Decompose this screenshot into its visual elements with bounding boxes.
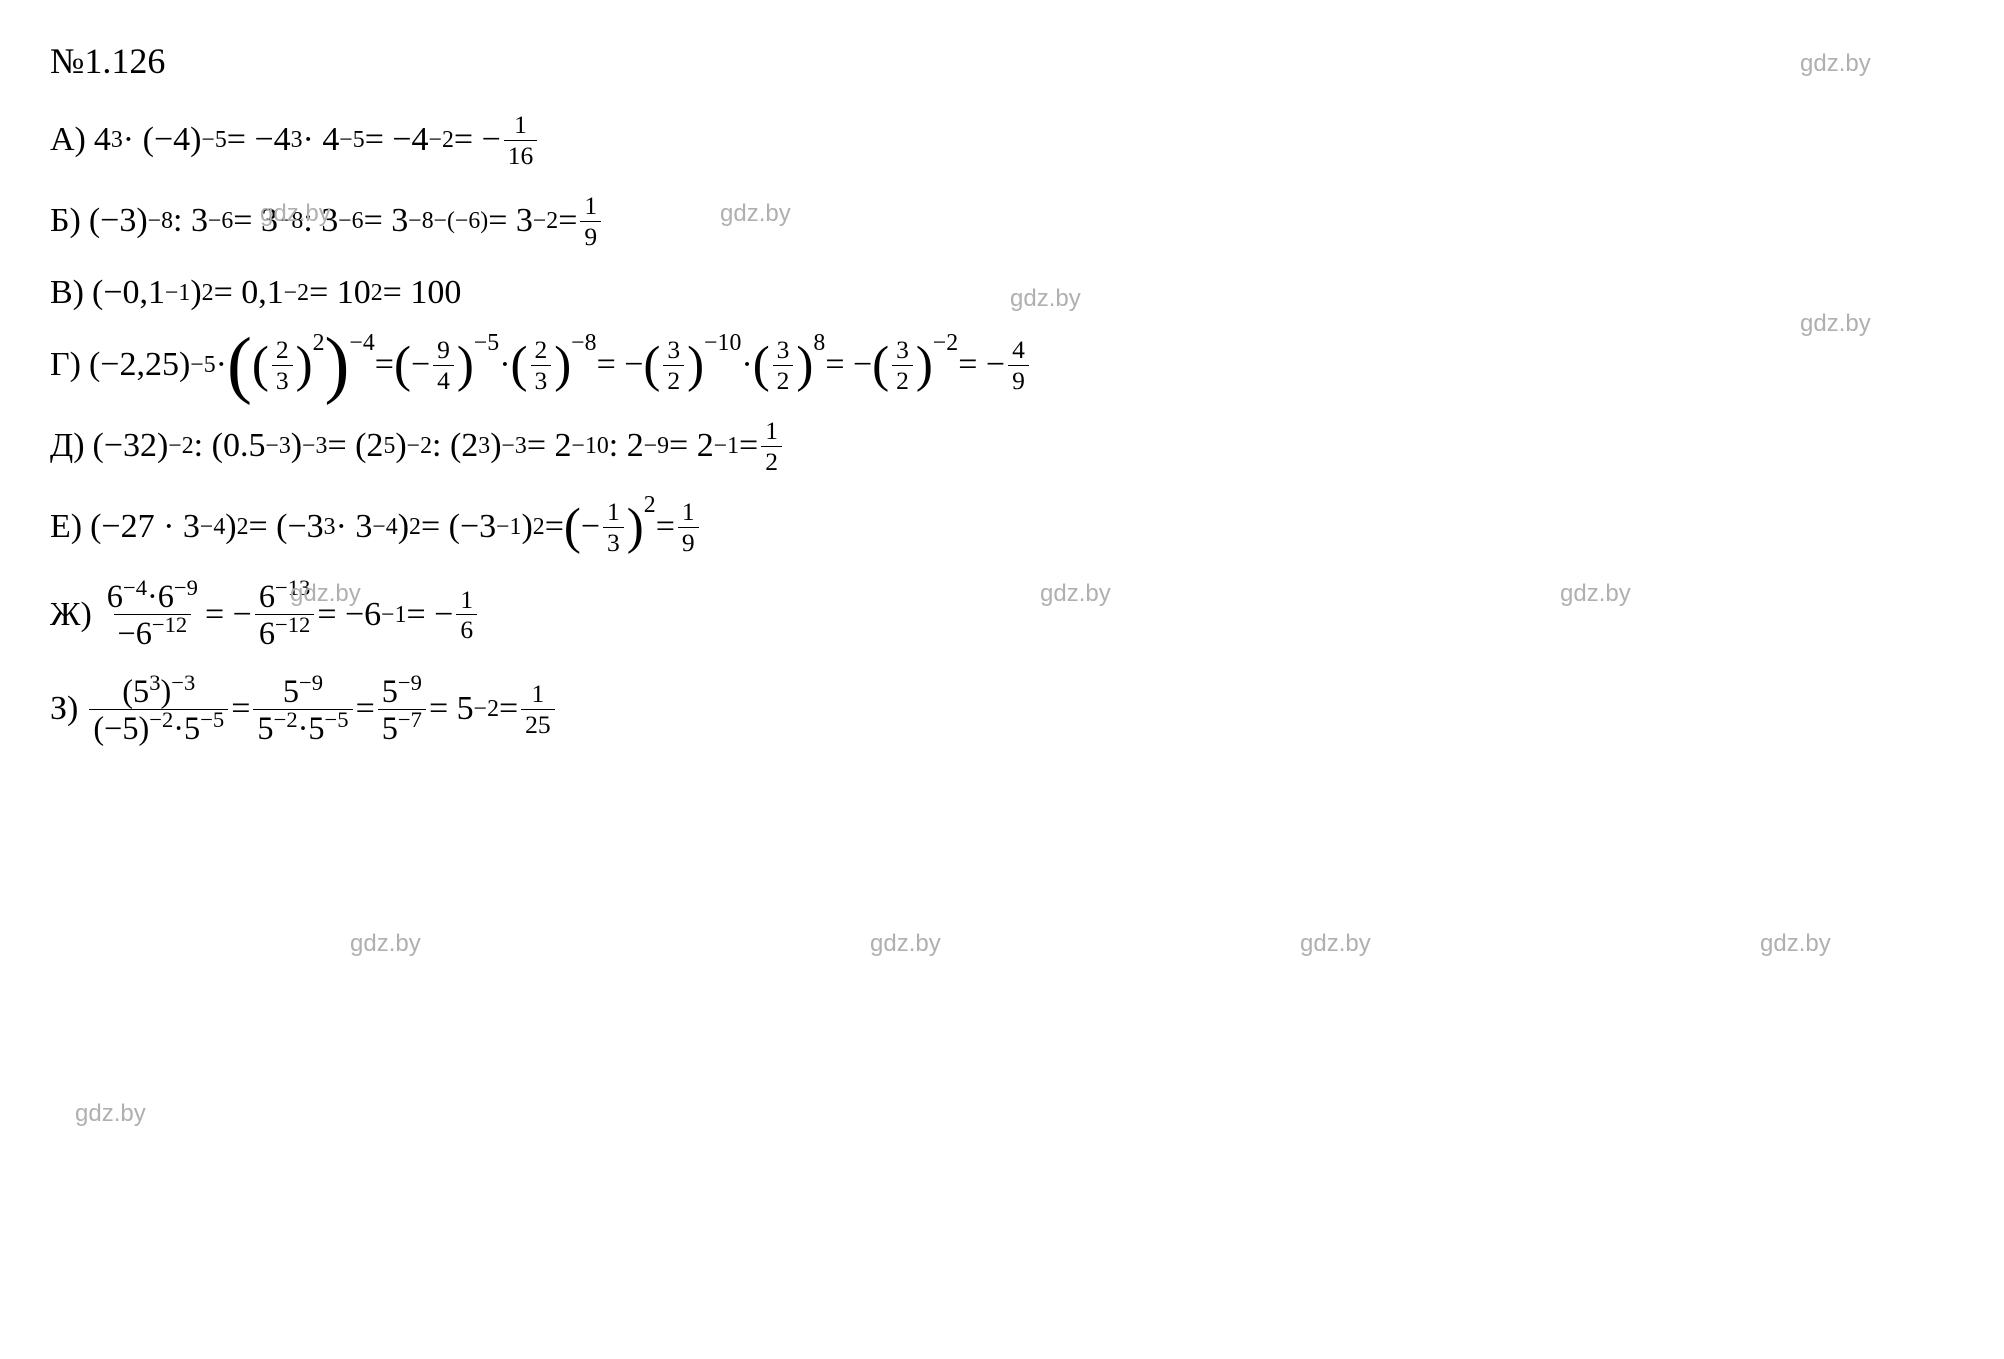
superscript: −2 bbox=[933, 330, 958, 357]
fraction: 32 bbox=[892, 337, 913, 393]
exercise-heading: №1.126 bbox=[50, 40, 1954, 82]
fraction: 49 bbox=[1008, 337, 1029, 393]
superscript: −8 bbox=[571, 330, 596, 357]
fraction: 19 bbox=[678, 499, 699, 555]
fraction: 6−136−12 bbox=[255, 580, 315, 650]
fraction: 13 bbox=[603, 499, 624, 555]
paren-open: ( bbox=[872, 345, 889, 386]
watermark: gdz.by bbox=[870, 930, 941, 958]
paren-close: ) bbox=[687, 345, 704, 386]
superscript: −4 bbox=[349, 330, 374, 357]
fraction: 116 bbox=[504, 112, 538, 168]
fraction: 23 bbox=[531, 337, 552, 393]
line-a: А)43 · (−4)−5 = −43 · 4−5 = −4−2 = −116 bbox=[50, 112, 1954, 168]
watermark: gdz.by bbox=[1800, 310, 1871, 338]
line-label: Д) bbox=[50, 427, 85, 465]
line-e: Е)(−27 · 3−4)2 = (−33 · 3−4)2 = (−3−1)2 … bbox=[50, 499, 1954, 555]
superscript: −5 bbox=[200, 707, 224, 732]
paren-open: ( bbox=[252, 345, 269, 386]
line-label: З) bbox=[50, 690, 78, 728]
paren-open: ( bbox=[227, 339, 252, 391]
line-d: Д)(−32)−2: (0.5−3)−3 = (25)−2: (23)−3 = … bbox=[50, 418, 1954, 474]
superscript: −4 bbox=[123, 575, 147, 600]
line-z: З)(53)−3(−5)−2·5−5 = 5−95−2·5−5 = 5−95−7… bbox=[50, 675, 1954, 745]
superscript: 2 bbox=[313, 330, 325, 357]
superscript: −13 bbox=[275, 575, 310, 600]
superscript: −10 bbox=[704, 330, 741, 357]
paren-open: ( bbox=[564, 507, 581, 548]
expression: (−32)−2: (0.5−3)−3 = (25)−2: (23)−3 = 2−… bbox=[93, 418, 785, 474]
fraction: 94 bbox=[433, 337, 454, 393]
paren-open: ( bbox=[394, 345, 411, 386]
superscript: −5 bbox=[474, 330, 499, 357]
watermark: gdz.by bbox=[350, 930, 421, 958]
superscript: −12 bbox=[275, 613, 310, 638]
fraction: 5−95−7 bbox=[378, 675, 426, 745]
fraction: 125 bbox=[521, 681, 555, 737]
superscript: −7 bbox=[398, 707, 422, 732]
expression: (−3)−8: 3−6 = 3−8: 3−6 = 3−8−(−6) = 3−2 … bbox=[89, 193, 604, 249]
paren-close: ) bbox=[554, 345, 571, 386]
expression: (−27 · 3−4)2 = (−33 · 3−4)2 = (−3−1)2 = … bbox=[90, 499, 702, 555]
expression: (−2,25)−5 · ((23)2)−4 = (−94)−5 · (23)−8… bbox=[89, 337, 1032, 393]
superscript: −12 bbox=[152, 613, 187, 638]
paren-close: ) bbox=[296, 345, 313, 386]
line-label: В) bbox=[50, 274, 84, 312]
paren-close: ) bbox=[325, 339, 350, 391]
watermark: gdz.by bbox=[1760, 930, 1831, 958]
fraction: 19 bbox=[580, 193, 601, 249]
paren-open: ( bbox=[511, 345, 528, 386]
line-v: В)(−0,1−1)2 = 0,1−2 = 102 = 100 bbox=[50, 274, 1954, 312]
paren-open: ( bbox=[753, 345, 770, 386]
superscript: −2 bbox=[274, 707, 298, 732]
expression: 43 · (−4)−5 = −43 · 4−5 = −4−2 = −116 bbox=[94, 112, 540, 168]
superscript: 8 bbox=[813, 330, 825, 357]
expression: 6−4·6−9−6−12 = −6−136−12 = −6−1 = −16 bbox=[100, 580, 480, 650]
fraction: 5−95−2·5−5 bbox=[253, 675, 352, 745]
superscript: −9 bbox=[398, 670, 422, 695]
superscript: −3 bbox=[171, 670, 195, 695]
fraction: 23 bbox=[272, 337, 293, 393]
expression: (53)−3(−5)−2·5−5 = 5−95−2·5−5 = 5−95−7 =… bbox=[86, 675, 557, 745]
fraction: 12 bbox=[761, 418, 782, 474]
paren-close: ) bbox=[457, 345, 474, 386]
line-zh: Ж)6−4·6−9−6−12 = −6−136−12 = −6−1 = −16 bbox=[50, 580, 1954, 650]
fraction: (53)−3(−5)−2·5−5 bbox=[89, 675, 228, 745]
superscript: 2 bbox=[644, 492, 656, 519]
paren-open: ( bbox=[643, 345, 660, 386]
line-g: Г)(−2,25)−5 · ((23)2)−4 = (−94)−5 · (23)… bbox=[50, 337, 1954, 393]
line-label: Г) bbox=[50, 346, 81, 384]
line-label: Ж) bbox=[50, 596, 92, 634]
watermark: gdz.by bbox=[1300, 930, 1371, 958]
superscript: −9 bbox=[299, 670, 323, 695]
superscript: 3 bbox=[149, 670, 160, 695]
fraction: 32 bbox=[773, 337, 794, 393]
superscript: −9 bbox=[174, 575, 198, 600]
fraction: 16 bbox=[456, 587, 477, 643]
paren-close: ) bbox=[916, 345, 933, 386]
line-label: А) bbox=[50, 121, 86, 159]
line-b: Б)(−3)−8: 3−6 = 3−8: 3−6 = 3−8−(−6) = 3−… bbox=[50, 193, 1954, 249]
expression: (−0,1−1)2 = 0,1−2 = 102 = 100 bbox=[92, 274, 461, 312]
fraction: 6−4·6−9−6−12 bbox=[103, 580, 202, 650]
paren-close: ) bbox=[796, 345, 813, 386]
paren-close: ) bbox=[627, 507, 644, 548]
watermark: gdz.by bbox=[75, 1100, 146, 1128]
superscript: −2 bbox=[149, 707, 173, 732]
line-label: Е) bbox=[50, 508, 82, 546]
fraction: 32 bbox=[663, 337, 684, 393]
superscript: −5 bbox=[325, 707, 349, 732]
line-label: Б) bbox=[50, 202, 81, 240]
